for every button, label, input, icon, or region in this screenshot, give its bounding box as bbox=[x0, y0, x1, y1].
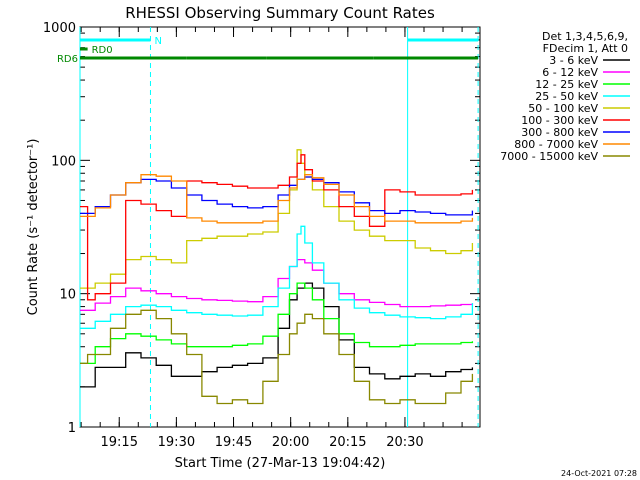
y-tick-label: 10 bbox=[59, 288, 76, 303]
legend-header-line-2: FDecim 1, Att 0 bbox=[543, 42, 628, 55]
state-bar-label-rd6: RD6 bbox=[57, 54, 78, 65]
series-line-3 bbox=[80, 282, 474, 365]
x-tick-label: 20:00 bbox=[272, 435, 309, 450]
x-tick-label: 20:30 bbox=[386, 435, 423, 450]
series-line-5 bbox=[80, 149, 474, 289]
generation-timestamp: 24-Oct-2021 07:28 bbox=[561, 469, 637, 478]
legend-label: 7000 - 15000 keV bbox=[500, 150, 598, 163]
legend: Det 1,3,4,5,6,9, FDecim 1, Att 0 3 - 6 k… bbox=[500, 30, 630, 163]
series-layer bbox=[80, 149, 474, 405]
legend-label: 12 - 25 keV bbox=[535, 78, 598, 91]
y-tick-label: 1000 bbox=[43, 21, 76, 36]
chart-title: RHESSI Observing Summary Count Rates bbox=[125, 4, 435, 22]
legend-label: 100 - 300 keV bbox=[521, 114, 598, 127]
legend-label: 300 - 800 keV bbox=[521, 126, 598, 139]
x-tick-label: 19:45 bbox=[215, 435, 252, 450]
series-line-9 bbox=[80, 309, 474, 405]
legend-label: 25 - 50 keV bbox=[535, 90, 598, 103]
series-line-8 bbox=[80, 174, 474, 224]
legend-label: 800 - 7000 keV bbox=[514, 138, 598, 151]
vertical-markers bbox=[79, 27, 479, 427]
plot-area: 1 10 100 1000 19:15 19:30 19:45 20:00 20:15 20:3… bbox=[43, 21, 481, 450]
state-bar-label-n: N bbox=[154, 36, 161, 47]
x-tick-label: 19:30 bbox=[158, 435, 195, 450]
series-line-6 bbox=[80, 154, 474, 301]
state-bars: N RD0 RD6 bbox=[57, 36, 479, 65]
y-axis: 1 10 100 1000 bbox=[43, 21, 480, 436]
state-bar-label-rd0: RD0 bbox=[92, 45, 113, 56]
legend-label: 50 - 100 keV bbox=[528, 102, 598, 115]
series-line-4 bbox=[80, 225, 474, 329]
y-tick-label: 1 bbox=[68, 421, 76, 436]
legend-label: 6 - 12 keV bbox=[542, 66, 598, 79]
legend-label: 3 - 6 keV bbox=[549, 54, 598, 67]
x-axis: 19:15 19:30 19:45 20:00 20:15 20:30 bbox=[80, 27, 463, 450]
x-tick-label: 20:15 bbox=[329, 435, 366, 450]
x-axis-label: Start Time (27-Mar-13 19:04:42) bbox=[175, 456, 386, 471]
y-tick-label: 100 bbox=[51, 154, 76, 169]
y-axis-label: Count Rate (s⁻¹ detector⁻¹) bbox=[26, 139, 41, 316]
x-tick-label: 19:15 bbox=[101, 435, 138, 450]
legend-header-line-1: Det 1,3,4,5,6,9, bbox=[542, 30, 628, 43]
